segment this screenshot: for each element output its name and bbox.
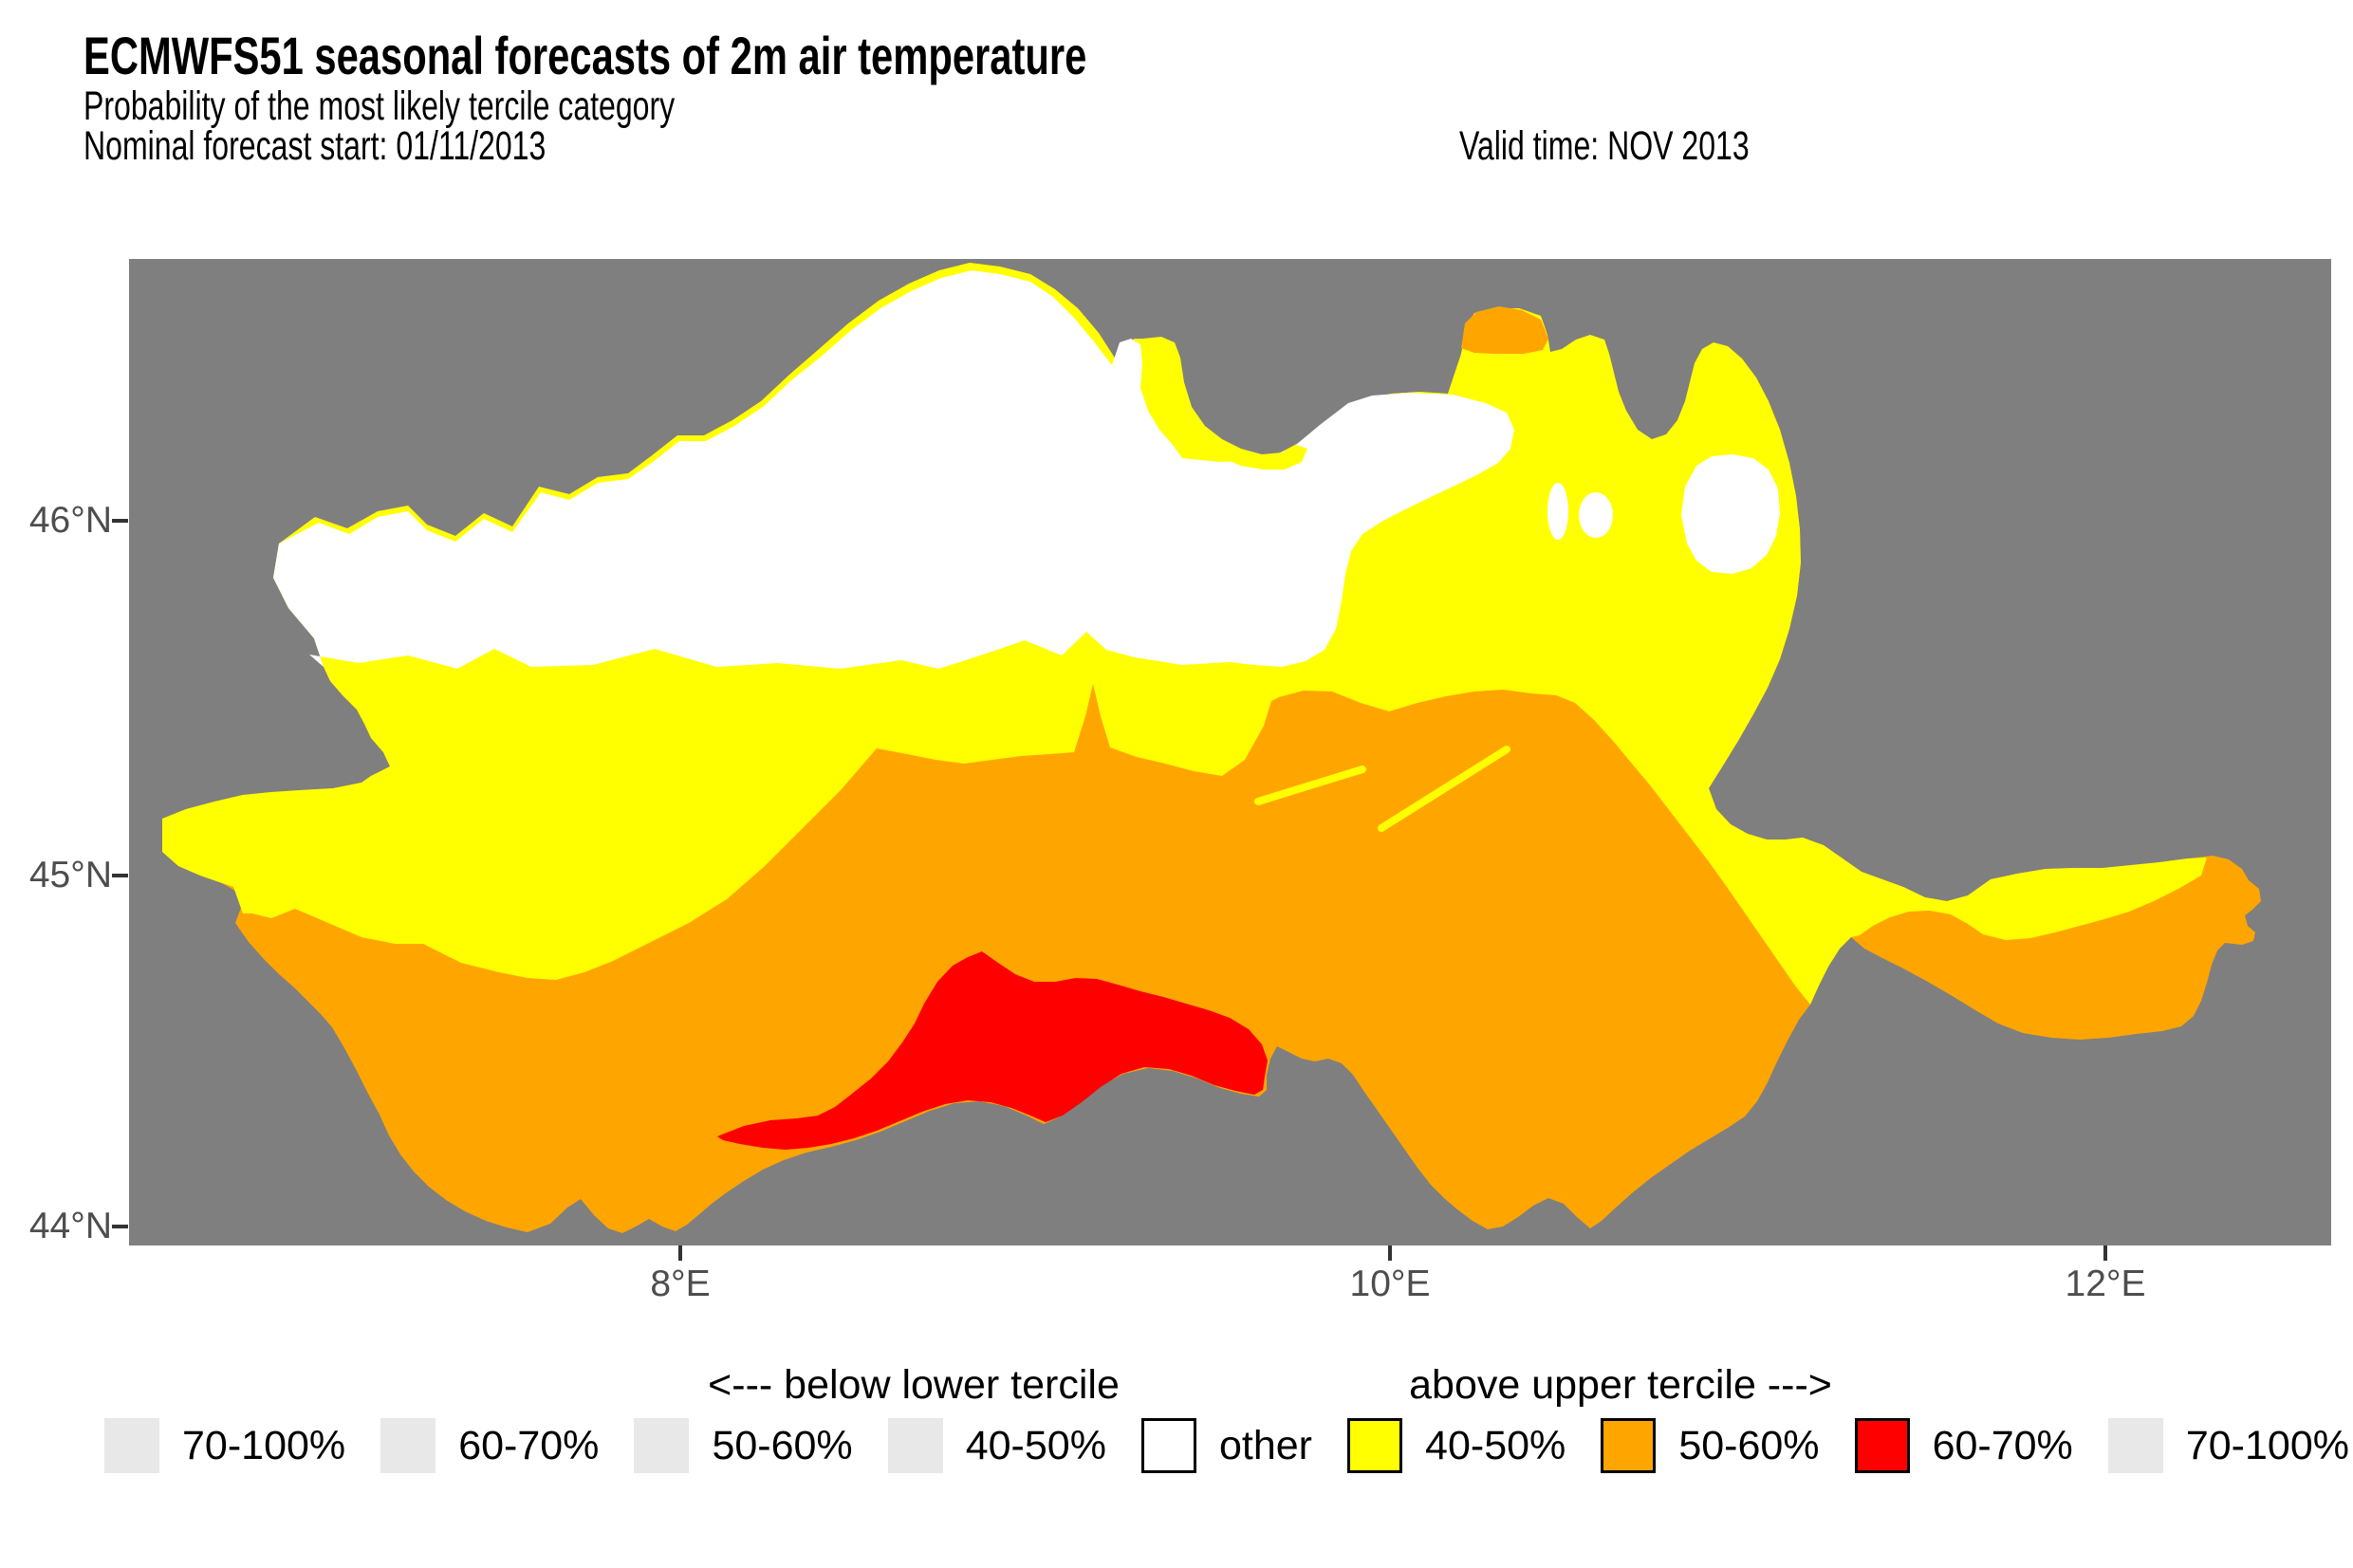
x-axis-label-10e: 10°E: [1349, 1264, 1431, 1304]
x-axis-label-8e: 8°E: [650, 1264, 711, 1304]
region-yellow-streak-2: [1378, 746, 1510, 832]
legend-header-above-tercile: above upper tercile --->: [1409, 1362, 1832, 1408]
forecast-start-label: Nominal forecast start: 01/11/2013: [83, 123, 547, 169]
legend-swatch: [1601, 1418, 1657, 1473]
y-axis-label-44n: 44°N: [28, 1206, 112, 1246]
legend-item: 70-100%: [2107, 1418, 2349, 1473]
legend-swatch: [2107, 1418, 2163, 1473]
map-canvas: [162, 263, 2261, 1233]
legend-label: 60-70%: [458, 1422, 600, 1468]
legend-label: 50-60%: [712, 1422, 853, 1468]
x-axis-label-12e: 12°E: [2065, 1264, 2146, 1304]
legend-label: 60-70%: [1932, 1422, 2073, 1468]
legend-swatch: [1347, 1418, 1403, 1473]
page-subtitle: Probability of the most likely tercile c…: [83, 83, 676, 129]
region-above-upper-60-70-red: [717, 951, 1268, 1150]
region-other-white-oval-a: [1547, 483, 1568, 540]
region-yellow-streak-1: [1254, 766, 1366, 805]
region-other-alps-white: [273, 270, 1514, 669]
legend-item: 70-100%: [104, 1418, 345, 1473]
valid-time-label: Valid time: NOV 2013: [1459, 123, 1750, 169]
legend-label: 50-60%: [1678, 1422, 1820, 1468]
legend-item: 60-70%: [1854, 1418, 2073, 1473]
legend: 70-100% 60-70% 50-60% 40-50% other 40-50…: [104, 1415, 2349, 1476]
y-tick-46n: [112, 519, 128, 523]
legend-swatch: [1140, 1418, 1196, 1473]
legend-swatch: [380, 1418, 436, 1473]
legend-item: 50-60%: [1601, 1418, 1820, 1473]
legend-item: 40-50%: [1347, 1418, 1566, 1473]
legend-swatch: [1854, 1418, 1910, 1473]
legend-item: 50-60%: [634, 1418, 853, 1473]
legend-label: 40-50%: [965, 1422, 1106, 1468]
legend-label: 70-100%: [182, 1422, 346, 1468]
y-axis-label-46n: 46°N: [28, 500, 112, 541]
legend-label: other: [1218, 1422, 1312, 1468]
legend-item: other: [1140, 1418, 1312, 1473]
x-tick-8e: [678, 1245, 682, 1261]
legend-item: 40-50%: [887, 1418, 1106, 1473]
legend-swatch: [634, 1418, 690, 1473]
y-tick-45n: [112, 874, 128, 877]
legend-item: 60-70%: [380, 1418, 599, 1473]
y-tick-44n: [112, 1225, 128, 1228]
legend-header-below-tercile: <--- below lower tercile: [708, 1362, 1120, 1408]
x-tick-12e: [2103, 1245, 2107, 1261]
x-tick-10e: [1388, 1245, 1392, 1261]
region-other-white-patch-east: [1681, 454, 1780, 574]
legend-swatch: [887, 1418, 943, 1473]
legend-label: 40-50%: [1425, 1422, 1566, 1468]
region-above-upper-50-60-north-spot: [1461, 306, 1548, 354]
region-yellow-hook-north: [1142, 337, 1307, 470]
legend-swatch: [104, 1418, 159, 1473]
y-axis-label-45n: 45°N: [28, 855, 112, 895]
legend-label: 70-100%: [2185, 1422, 2349, 1468]
map-panel: [129, 259, 2331, 1245]
page-title: ECMWFS51 seasonal forecasts of 2m air te…: [83, 26, 1087, 85]
region-other-white-oval-b: [1579, 492, 1613, 538]
